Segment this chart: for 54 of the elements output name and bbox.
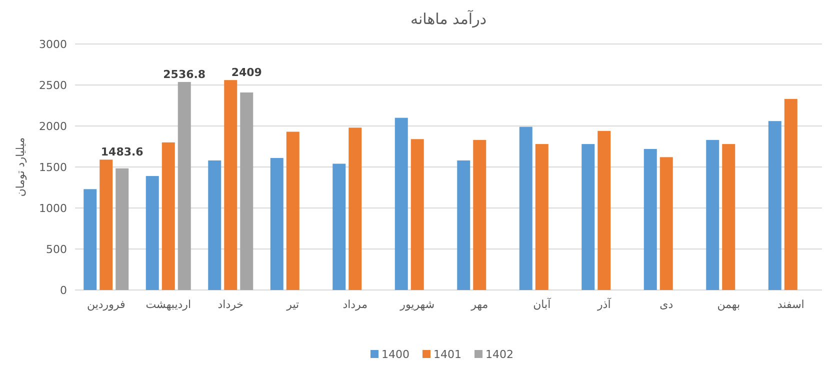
- x-tick-label: مرداد: [342, 298, 368, 311]
- x-tick-label: آذر: [596, 297, 612, 311]
- bar: [660, 157, 673, 290]
- x-tick-label: آبان: [533, 297, 552, 311]
- y-tick-label: 2000: [39, 120, 67, 133]
- legend-label: 1402: [486, 348, 514, 361]
- x-tick-label: خرداد: [218, 298, 244, 311]
- y-tick-label: 1500: [39, 161, 67, 174]
- bar: [100, 160, 113, 290]
- bar: [582, 144, 595, 290]
- x-tick-label: فروردین: [86, 298, 126, 311]
- bar: [598, 130, 611, 290]
- bar: [784, 98, 798, 290]
- bar: [116, 168, 129, 290]
- bar: [332, 164, 346, 290]
- bar: [348, 128, 362, 290]
- title: درآمد ماهانه: [410, 10, 487, 28]
- x-tick-label: دی: [660, 298, 674, 311]
- y-tick-label: 0: [60, 284, 67, 297]
- x-tick-label: بهمن: [717, 298, 740, 311]
- y-tick-label: 3000: [39, 38, 67, 51]
- x-tick-label: اردیبهشت: [146, 298, 192, 311]
- y-tick-label: 1000: [39, 202, 67, 215]
- legend-label: 1400: [382, 348, 410, 361]
- bar: [208, 160, 222, 290]
- bar: [722, 144, 736, 290]
- bar: [706, 140, 720, 290]
- bar: [162, 142, 175, 290]
- bar: [146, 176, 159, 290]
- x-tick-label: اسفند: [777, 298, 804, 311]
- data-label: 2409: [231, 66, 262, 80]
- x-tick-label: شهریور: [399, 298, 435, 311]
- bar: [240, 92, 254, 290]
- bar: [768, 121, 782, 290]
- bar: [473, 140, 486, 290]
- x-tick-label: تیر: [286, 298, 300, 311]
- x-tick-label: مهر: [470, 298, 488, 311]
- bar: [410, 139, 424, 290]
- bar: [178, 82, 191, 290]
- bar: [286, 132, 300, 290]
- bar: [535, 144, 548, 290]
- bar: [519, 126, 532, 290]
- y-tick-label: 500: [46, 243, 67, 256]
- data-label: 2536.8: [163, 68, 206, 81]
- bar: [644, 148, 657, 290]
- bar: [457, 160, 470, 290]
- data-label: 1483.6: [100, 146, 144, 159]
- bar: [270, 158, 284, 290]
- bar: [224, 80, 238, 290]
- bar: [84, 189, 97, 290]
- legend-label: 1401: [434, 348, 462, 361]
- y-tick-label: 2500: [39, 79, 67, 92]
- bar: [394, 118, 408, 290]
- ylabel: میلیارد تومان: [14, 137, 27, 197]
